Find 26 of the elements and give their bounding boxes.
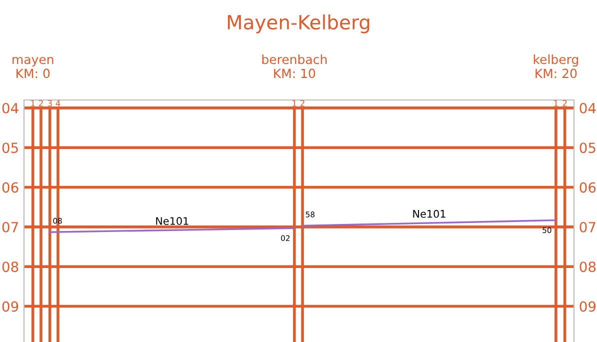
annotation: 1 [292, 100, 296, 106]
y-tick-label: 04 [2, 102, 18, 114]
y-tick-label: 05 [2, 142, 18, 154]
annotation: 2 [562, 100, 567, 106]
x-tick-label: mayen KM: 0 [12, 56, 54, 78]
annotation: 4 [56, 100, 60, 106]
y2-tick-label: 07 [580, 222, 596, 232]
chart-title: Mayen-Kelberg [228, 14, 370, 34]
series-label: Ne101 [413, 210, 446, 218]
y2-tick-label: 09 [580, 301, 596, 312]
annotation: 1 [554, 100, 558, 106]
annotation: 2 [300, 100, 304, 106]
y-tick-label: 07 [2, 222, 18, 232]
y2-tick-label: 08 [580, 262, 596, 272]
x-tick-label: kelberg KM: 20 [534, 54, 578, 78]
annotation: 1 [31, 100, 35, 106]
series-label: Ne101 [156, 217, 188, 225]
annotation: 2 [38, 100, 43, 106]
y2-tick-label: 05 [580, 142, 596, 154]
y-tick-label: 09 [2, 301, 18, 312]
annotation: 3 [48, 100, 52, 106]
x-tick-label: berenbach KM: 10 [262, 54, 327, 78]
y2-tick-label: 04 [580, 102, 596, 114]
y2-tick-label: 06 [580, 182, 596, 193]
y-tick-label: 06 [2, 182, 18, 193]
y-tick-label: 08 [2, 262, 18, 272]
